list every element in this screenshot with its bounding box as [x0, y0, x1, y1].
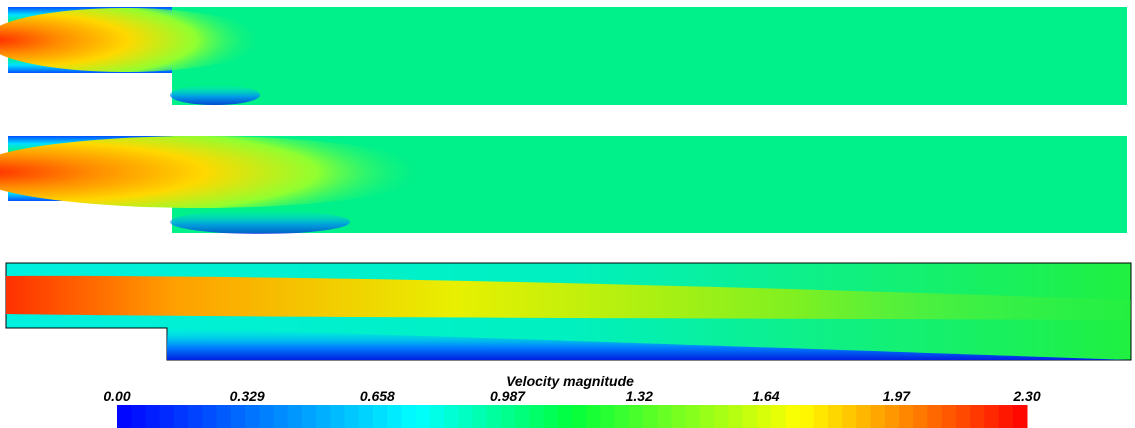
colorbar-tick-label: 0.658 — [360, 388, 395, 404]
colorbar-step — [202, 405, 218, 428]
colorbar-step — [685, 405, 701, 428]
colorbar-step — [529, 405, 545, 428]
colorbar-step — [117, 405, 132, 428]
colorbar-step — [344, 405, 360, 428]
colorbar-step — [429, 405, 445, 428]
colorbar-step — [301, 405, 317, 428]
colorbar-step — [842, 405, 857, 428]
colorbar-step — [259, 405, 274, 428]
colorbar-step — [472, 405, 488, 428]
colorbar-step — [316, 405, 331, 428]
colorbar-step — [188, 405, 203, 428]
colorbar-step — [216, 405, 232, 428]
colorbar-step — [728, 405, 744, 428]
colorbar-step — [586, 405, 601, 428]
colorbar-step — [884, 405, 900, 428]
colorbar-step — [287, 405, 303, 428]
colorbar-step — [273, 405, 289, 428]
colorbar-step — [785, 405, 800, 428]
colorbar-step — [714, 405, 729, 428]
colorbar-step — [742, 405, 758, 428]
colorbar-step — [699, 405, 715, 428]
colorbar-step — [572, 405, 587, 428]
colorbar-step — [628, 405, 644, 428]
colorbar-tick-label: 1.32 — [626, 388, 653, 404]
colorbar-tick-label: 1.64 — [752, 388, 779, 404]
colorbar-step — [244, 405, 260, 428]
colorbar-step — [941, 405, 957, 428]
colorbar-step — [984, 405, 1000, 428]
flow-panel-2 — [0, 136, 1127, 234]
colorbar-step — [600, 405, 616, 428]
colorbar-step — [145, 405, 161, 428]
colorbar-step — [230, 405, 246, 428]
colorbar-step — [131, 405, 146, 428]
colorbar-step — [970, 405, 985, 428]
colorbar-tick-label: 0.329 — [230, 388, 265, 404]
colorbar-step — [870, 405, 886, 428]
colorbar-step — [657, 405, 673, 428]
colorbar-tick-label: 0.00 — [103, 388, 130, 404]
colorbar-step — [899, 405, 914, 428]
colorbar-tick-label: 1.97 — [883, 388, 911, 404]
colorbar-step — [358, 405, 374, 428]
colorbar-step — [799, 405, 815, 428]
colorbar-step — [372, 405, 388, 428]
colorbar-step — [771, 405, 786, 428]
colorbar-step — [856, 405, 872, 428]
colorbar: 0.00 0.329 0.658 0.987 1.32 1.64 1.97 2.30 — [103, 388, 1041, 428]
colorbar-step — [458, 405, 473, 428]
colorbar-step — [614, 405, 630, 428]
colorbar-step — [486, 405, 502, 428]
colorbar-step — [671, 405, 687, 428]
colorbar-step — [813, 405, 829, 428]
colorbar-step — [415, 405, 431, 428]
colorbar-step — [643, 405, 658, 428]
colorbar-step — [557, 405, 573, 428]
colorbar-step — [756, 405, 772, 428]
colorbar-step — [827, 405, 843, 428]
colorbar-step — [998, 405, 1014, 428]
colorbar-step — [401, 405, 417, 428]
colorbar-step — [387, 405, 402, 428]
colorbar-title: Velocity magnitude — [506, 373, 634, 389]
colorbar-step — [444, 405, 459, 428]
colorbar-step — [1012, 405, 1028, 428]
colorbar-step — [955, 405, 971, 428]
colorbar-step — [913, 405, 928, 428]
colorbar-step — [330, 405, 345, 428]
colorbar-step — [159, 405, 175, 428]
colorbar-tick-label: 0.987 — [490, 388, 526, 404]
colorbar-step — [173, 405, 189, 428]
flow-panel-1 — [0, 7, 1127, 105]
colorbar-step — [515, 405, 530, 428]
flow-panel-3 — [5, 262, 1132, 361]
colorbar-step — [927, 405, 943, 428]
colorbar-step — [500, 405, 516, 428]
colorbar-step — [543, 405, 559, 428]
colorbar-tick-label: 2.30 — [1012, 388, 1040, 404]
